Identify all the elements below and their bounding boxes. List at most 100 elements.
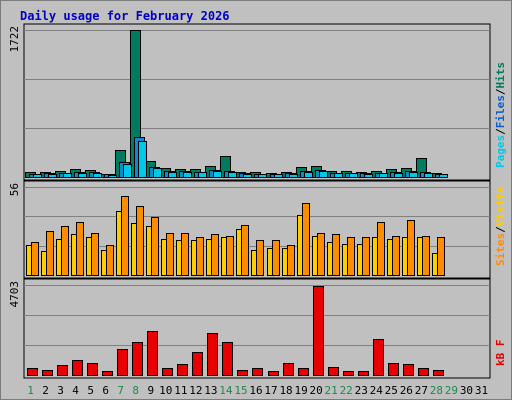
bar-pages-day-18 [289, 174, 298, 178]
chart-title: Daily usage for February 2026 [20, 9, 230, 23]
bar-kb-f-day-1 [27, 368, 38, 376]
bar-kb-f-day-13 [207, 333, 218, 376]
bar-sites-day-26 [407, 220, 415, 276]
legend-entry: kB F [494, 340, 507, 367]
bottom-legend: kB F [494, 340, 507, 367]
day-label-2: 2 [42, 384, 49, 397]
bar-sites-day-8 [136, 206, 144, 276]
bar-pages-day-3 [63, 173, 72, 178]
bar-sites-day-27 [422, 236, 430, 276]
legend-entry: / [494, 128, 507, 135]
bar-kb-f-day-19 [298, 368, 309, 376]
bar-kb-f-day-20 [313, 286, 324, 376]
bar-pages-day-21 [334, 173, 343, 178]
day-label-20: 20 [310, 384, 323, 397]
bar-pages-day-16 [258, 174, 267, 178]
day-label-28: 28 [430, 384, 443, 397]
bar-kb-f-day-28 [433, 370, 444, 376]
bar-pages-day-5 [93, 173, 102, 178]
bar-sites-day-16 [256, 240, 264, 276]
bar-pages-day-10 [168, 172, 177, 178]
bar-sites-day-1 [31, 242, 39, 276]
middle-plot-frame [23, 180, 491, 279]
bottom-plot-frame [23, 278, 491, 379]
legend-entry: Sites [494, 233, 507, 266]
top-max-label: 1722 [8, 26, 21, 53]
bar-kb-f-day-9 [147, 331, 158, 376]
day-label-10: 10 [159, 384, 172, 397]
legend-entry: Files [494, 95, 507, 128]
day-label-27: 27 [415, 384, 428, 397]
bar-pages-day-27 [424, 173, 433, 178]
bar-pages-day-14 [228, 172, 237, 178]
bar-pages-day-26 [409, 172, 418, 178]
day-label-11: 11 [174, 384, 187, 397]
day-label-13: 13 [204, 384, 217, 397]
day-label-5: 5 [87, 384, 94, 397]
bar-sites-day-4 [76, 222, 84, 276]
bar-kb-f-day-2 [42, 370, 53, 376]
bar-pages-day-19 [304, 172, 313, 178]
bar-kb-f-day-3 [57, 365, 68, 376]
top-legend: Pages/Files/Hits [494, 62, 507, 168]
bar-kb-f-day-14 [222, 342, 233, 376]
bar-kb-f-day-21 [328, 367, 339, 376]
bar-sites-day-5 [91, 233, 99, 276]
day-label-4: 4 [72, 384, 79, 397]
bar-kb-f-day-11 [177, 364, 188, 376]
bottom-max-label: 4703 [8, 281, 21, 308]
day-label-18: 18 [279, 384, 292, 397]
day-label-7: 7 [117, 384, 124, 397]
bar-sites-day-10 [166, 233, 174, 276]
bar-kb-f-day-18 [283, 363, 294, 376]
bar-pages-day-9 [153, 168, 162, 178]
day-label-26: 26 [400, 384, 413, 397]
bar-pages-day-4 [78, 173, 87, 178]
day-label-16: 16 [249, 384, 262, 397]
bar-sites-day-21 [332, 234, 340, 276]
top-plot-frame [23, 23, 491, 181]
bar-kb-f-day-5 [87, 363, 98, 376]
bar-sites-day-18 [287, 245, 295, 276]
bar-sites-day-22 [347, 237, 355, 276]
bar-kb-f-day-4 [72, 360, 83, 376]
day-label-30: 30 [460, 384, 473, 397]
bar-sites-day-20 [317, 233, 325, 276]
bar-pages-day-20 [319, 171, 328, 178]
bar-pages-day-28 [439, 174, 448, 178]
bar-kb-f-day-24 [373, 339, 384, 376]
legend-entry: Visits [494, 187, 507, 227]
day-label-12: 12 [189, 384, 202, 397]
middle-legend: Sites/Visits [494, 187, 507, 267]
day-label-14: 14 [219, 384, 233, 397]
day-label-9: 9 [147, 384, 154, 397]
bar-pages-day-11 [183, 172, 192, 178]
bar-sites-day-3 [61, 226, 69, 276]
day-label-22: 22 [340, 384, 353, 397]
day-label-21: 21 [325, 384, 338, 397]
bar-pages-day-23 [364, 174, 373, 178]
bar-kb-f-day-7 [117, 349, 128, 376]
day-label-6: 6 [102, 384, 109, 397]
bar-pages-day-13 [213, 171, 222, 178]
bar-pages-day-7 [123, 164, 132, 178]
bar-sites-day-28 [437, 237, 445, 276]
bar-kb-f-day-8 [132, 342, 143, 376]
day-label-3: 3 [57, 384, 64, 397]
bar-kb-f-day-25 [388, 363, 399, 376]
bar-sites-day-6 [106, 245, 114, 276]
day-label-31: 31 [475, 384, 488, 397]
bar-kb-f-day-15 [237, 370, 248, 376]
bar-kb-f-day-23 [358, 371, 369, 376]
bar-kb-f-day-17 [268, 371, 279, 376]
day-label-29: 29 [445, 384, 458, 397]
bar-pages-day-22 [349, 173, 358, 178]
legend-entry: Hits [494, 62, 507, 89]
middle-max-label: 56 [8, 183, 21, 196]
bar-pages-day-8 [138, 141, 147, 178]
bar-pages-day-2 [48, 174, 57, 178]
day-label-24: 24 [370, 384, 384, 397]
bar-sites-day-19 [302, 203, 310, 276]
